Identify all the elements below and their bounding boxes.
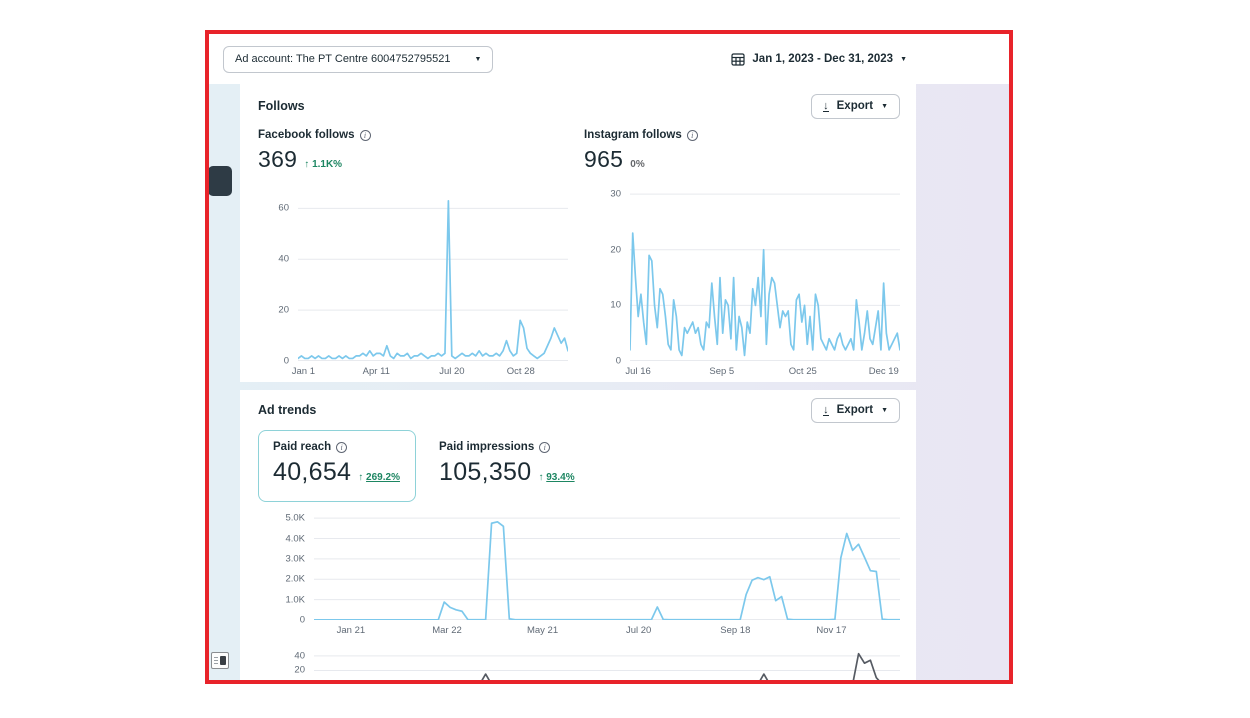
date-range-picker[interactable]: Jan 1, 2023 - Dec 31, 2023 ▼	[731, 52, 907, 66]
instagram-follows-change: 0%	[630, 159, 645, 170]
paid-impressions-change: ↑ 93.4%	[538, 472, 575, 483]
chevron-down-icon: ▼	[900, 55, 907, 63]
paid-impressions-card[interactable]: Paid impressions i 105,350 ↑ 93.4%	[424, 430, 590, 502]
info-icon[interactable]: i	[539, 441, 551, 453]
paid-reach-value: 40,654	[273, 458, 352, 486]
collapsed-sidebar-tab[interactable]	[209, 166, 232, 196]
paid-reach-chart: 0 1.0K 2.0K 3.0K 4.0K 5.0K Jan 21 Mar 22 May 21 J…	[258, 510, 900, 637]
info-icon[interactable]: i	[359, 129, 371, 141]
ad-trends-section: Ad trends ↓ Export ▼ Paid reach i 40,654…	[240, 390, 916, 684]
instagram-follows-label: Instagram follows	[584, 129, 682, 141]
instagram-follows-chart: 0 10 20 30 Jul 16 Sep 5 Oct 25 Dec 19	[610, 188, 899, 377]
widget-square-icon	[220, 656, 226, 665]
facebook-follows-change: ↑ 1.1K%	[304, 159, 343, 170]
ad-account-label: Ad account: The PT Centre 6004752795521	[235, 53, 451, 65]
follows-export-button[interactable]: ↓ Export ▼	[811, 93, 900, 119]
chevron-down-icon: ▼	[881, 102, 888, 110]
topbar: Ad account: The PT Centre 6004752795521 …	[209, 34, 1009, 84]
facebook-follows-chart: 0 20 40 60 Jan 1 Apr 11 Jul 20 Oct 28	[258, 183, 568, 378]
highlight-border: Ad account: The PT Centre 6004752795521 …	[205, 30, 1013, 684]
paid-impressions-value: 105,350	[439, 458, 532, 486]
ad-account-dropdown[interactable]: Ad account: The PT Centre 6004752795521 …	[223, 45, 494, 73]
paid-reach-card[interactable]: Paid reach i 40,654 ↑ 269.2%	[258, 430, 416, 502]
date-range-label: Jan 1, 2023 - Dec 31, 2023	[752, 53, 894, 65]
widget-lines-icon	[214, 657, 218, 664]
facebook-follows-label: Facebook follows	[258, 129, 355, 141]
calendar-icon	[731, 52, 746, 66]
paid-reach-change: ↑ 269.2%	[358, 472, 400, 483]
export-label: Export	[836, 404, 874, 416]
paid-reach-label: Paid reach	[273, 441, 332, 453]
instagram-follows-metric: Instagram follows i 965 0%	[584, 129, 900, 173]
facebook-follows-value: 369	[258, 146, 298, 172]
follows-section-title: Follows	[258, 99, 305, 113]
info-icon[interactable]: i	[336, 441, 348, 453]
info-icon[interactable]: i	[686, 129, 698, 141]
chevron-down-icon: ▼	[474, 55, 482, 63]
partial-metric-chart: 40 20	[258, 645, 900, 684]
ad-trends-section-title: Ad trends	[258, 403, 317, 417]
facebook-follows-metric: Facebook follows i 369 ↑ 1.1K%	[258, 129, 584, 173]
download-icon: ↓	[823, 99, 829, 112]
download-icon: ↓	[823, 403, 829, 416]
paid-impressions-label: Paid impressions	[439, 441, 535, 453]
follows-section: Follows ↓ Export ▼ Facebook follows i 36…	[240, 84, 916, 382]
instagram-follows-value: 965	[584, 146, 624, 172]
page-widget-icon[interactable]	[211, 652, 229, 669]
ad-trends-export-button[interactable]: ↓ Export ▼	[811, 397, 900, 423]
chevron-down-icon: ▼	[881, 406, 888, 414]
export-label: Export	[836, 100, 874, 112]
content-area: Follows ↓ Export ▼ Facebook follows i 36…	[209, 84, 1009, 680]
